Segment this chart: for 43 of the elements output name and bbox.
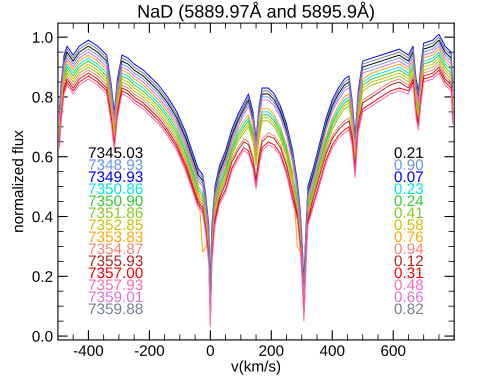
annotation: 0.82 <box>394 303 423 314</box>
annotation: 0.76 <box>394 231 424 242</box>
annotation: 0.41 <box>394 207 423 218</box>
text: 7353.83 <box>88 231 143 242</box>
annotation: 0.31 <box>394 267 423 278</box>
y-tick-label: 0.2 <box>32 271 52 282</box>
annotation: 0.24 <box>394 195 424 206</box>
x-tick-label: -400 <box>74 345 104 356</box>
annotation: 0.48 <box>394 279 424 290</box>
y-tick-label: 0.4 <box>32 211 53 222</box>
x-tick-label: 400 <box>320 345 344 356</box>
annotation: 0.58 <box>394 219 424 230</box>
x-tick-label: -200 <box>134 345 164 356</box>
y-tick-label: 0.8 <box>32 92 52 103</box>
text: 7351.86 <box>88 207 143 218</box>
text: 7345.03 <box>88 147 143 158</box>
text: 7352.85 <box>88 219 143 230</box>
text: 7348.93 <box>88 159 143 170</box>
annotation: 0.21 <box>394 147 423 158</box>
text: 7359.88 <box>88 303 143 314</box>
y-tick-label: 0.6 <box>32 152 52 162</box>
annotation: 0.66 <box>394 291 424 302</box>
x-tick-label: 0 <box>206 345 214 356</box>
text: 7359.01 <box>88 291 143 302</box>
annotation: 0.12 <box>394 255 423 266</box>
text: 7350.86 <box>88 183 143 194</box>
annotation: 0.23 <box>394 183 424 194</box>
text: 7355.93 <box>88 255 143 266</box>
text: 7354.87 <box>88 243 143 254</box>
y-axis-title: normalized flux <box>12 130 24 232</box>
annotation: 0.07 <box>394 171 423 182</box>
annotation: 0.94 <box>394 243 424 254</box>
y-tick-label: 0.0 <box>32 330 52 342</box>
x-tick-label: 200 <box>259 345 284 356</box>
text: 7349.93 <box>88 171 143 182</box>
text: 7357.00 <box>88 267 143 278</box>
text: 7350.90 <box>88 195 143 206</box>
chart-title: NaD (5889.97Å and 5895.9Å) <box>138 2 374 22</box>
x-tick-label: 600 <box>381 345 406 356</box>
text: 7357.93 <box>88 279 143 290</box>
x-axis-title: v(km/s) <box>231 360 280 375</box>
annotation: 0.90 <box>394 159 424 170</box>
y-tick-label: 1.0 <box>33 32 52 43</box>
